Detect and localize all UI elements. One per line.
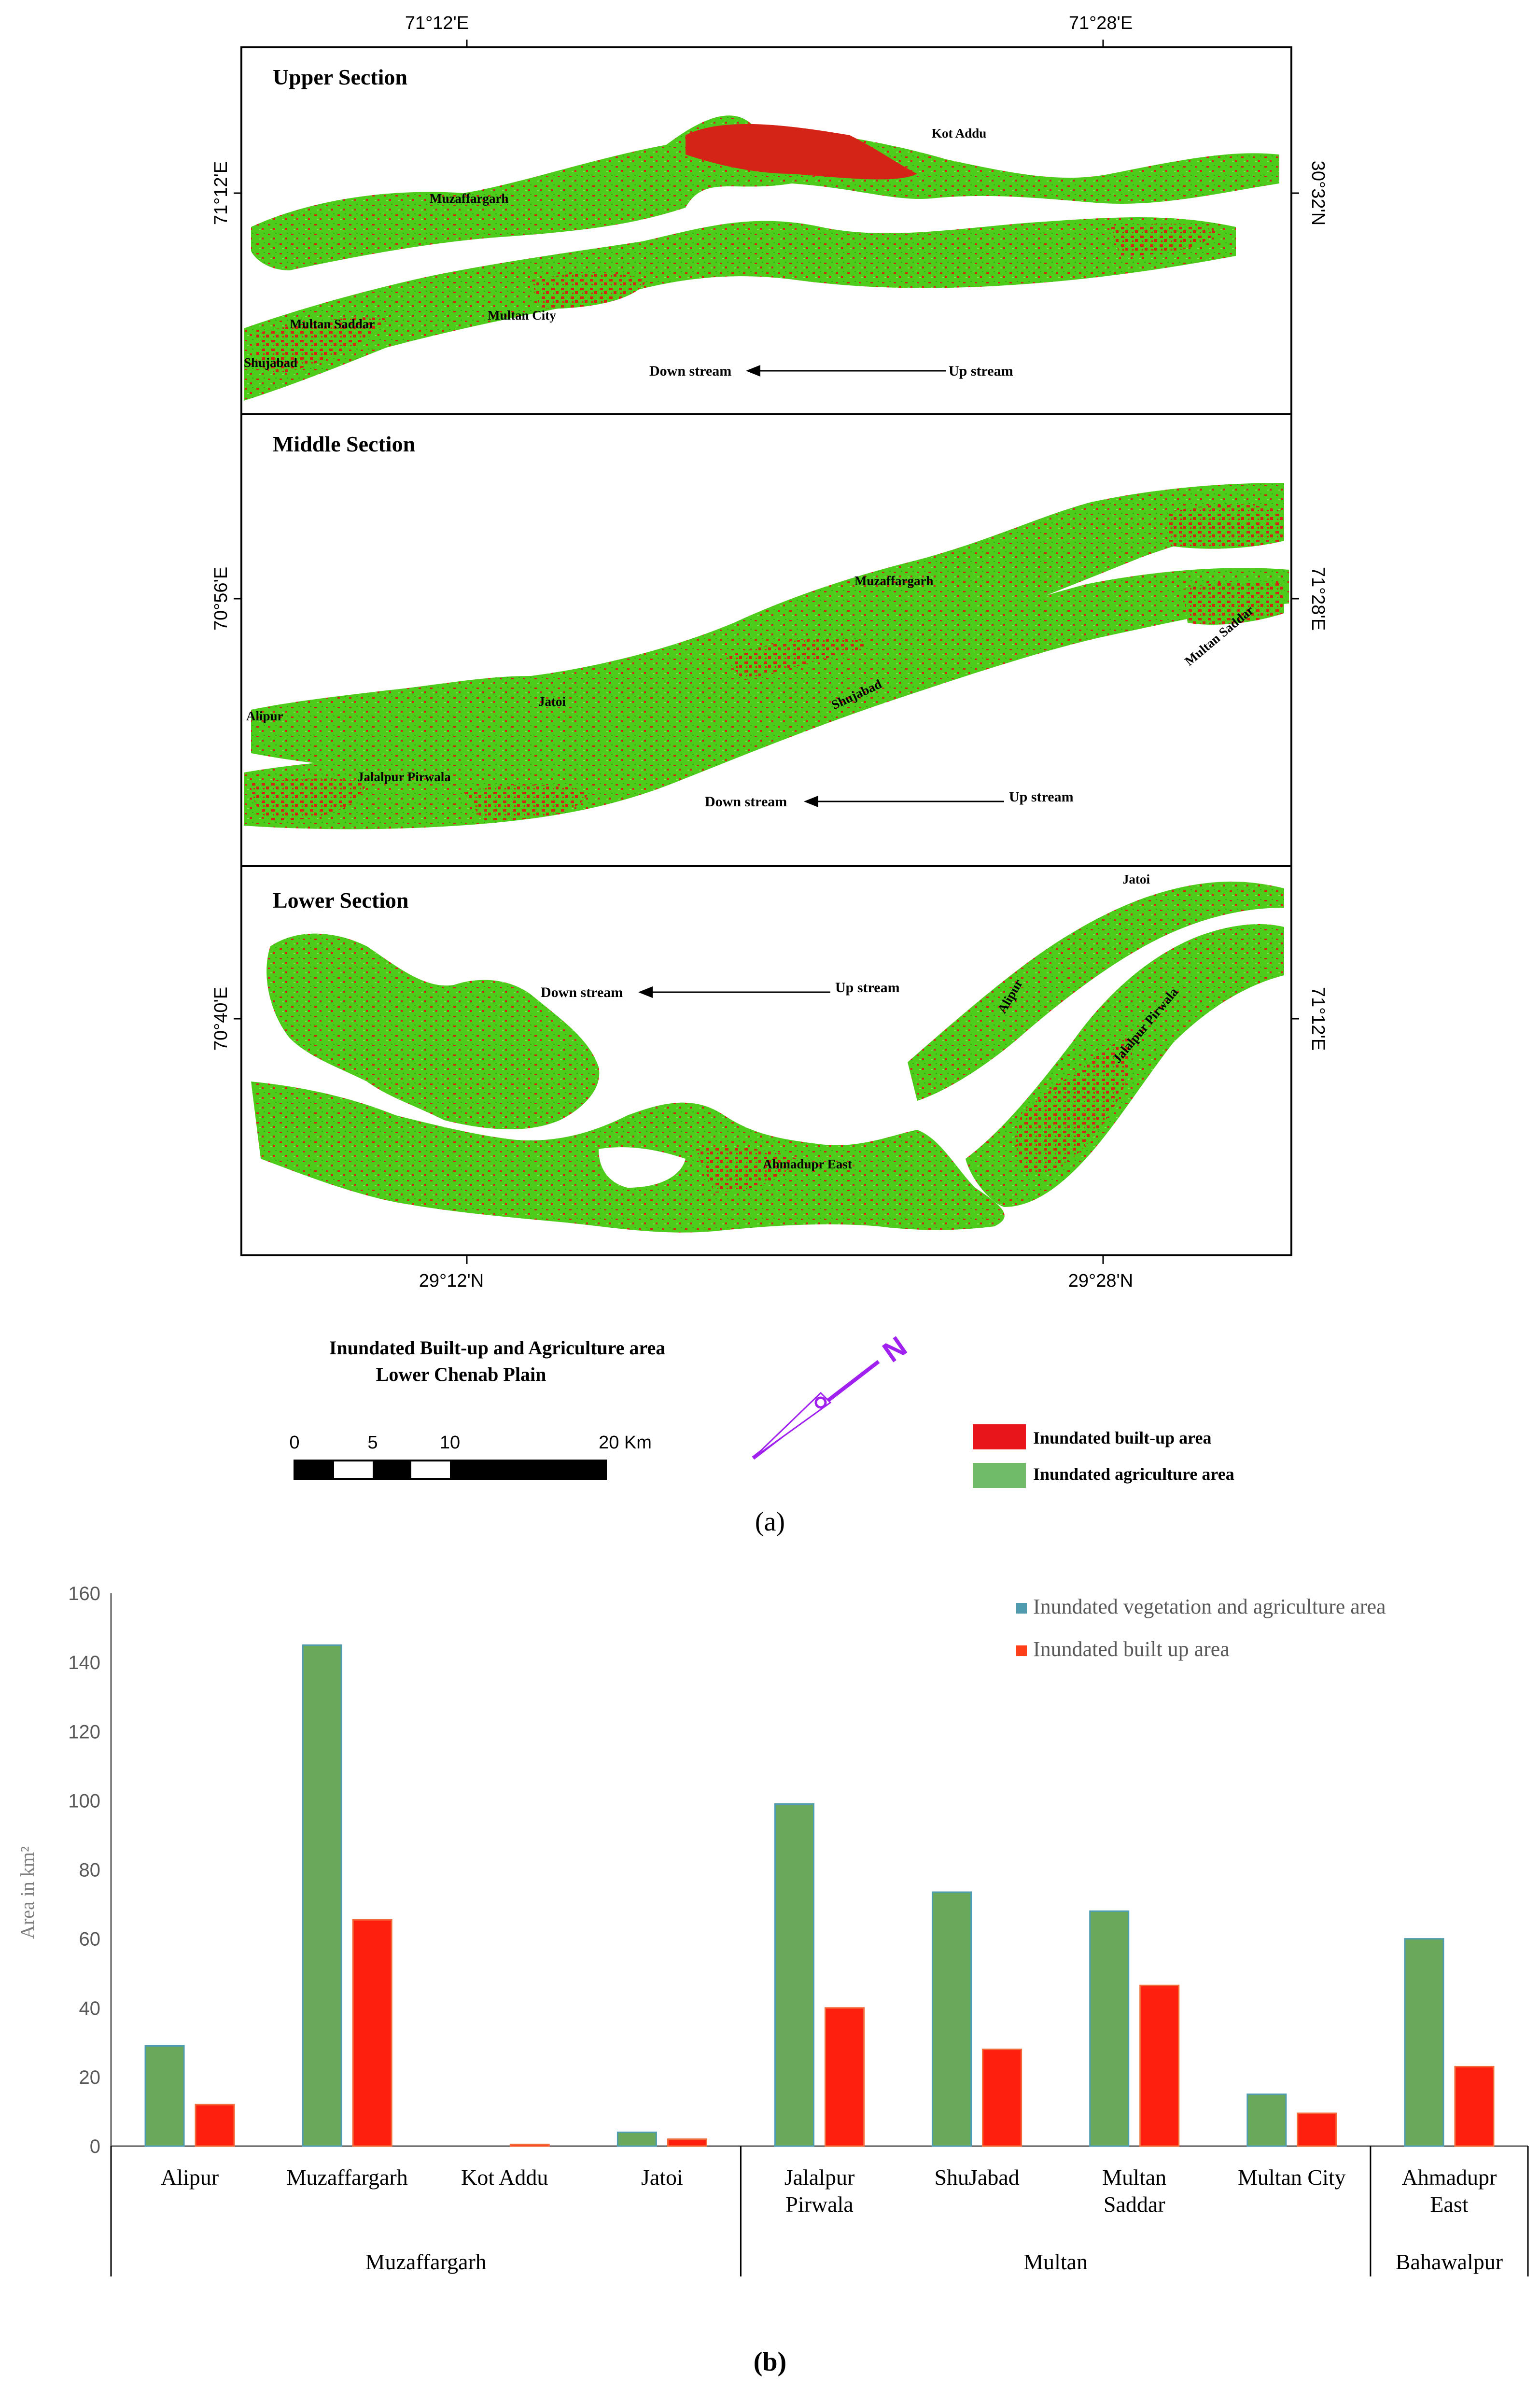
map-legend: Inundated built-up area Inundated agricu… [973, 1424, 1234, 1488]
x-category-label: Alipur [161, 2165, 219, 2190]
legend-label: Inundated built up area [1033, 1637, 1230, 1661]
town-label: Ahmadupr East [763, 1157, 852, 1171]
town-label: Jatoi [1122, 872, 1150, 886]
down-stream-label: Down stream [705, 794, 787, 810]
y-tick-label: 0 [90, 2136, 100, 2157]
y-tick-label: 100 [68, 1790, 100, 1812]
x-group-label: Multan [1023, 2249, 1088, 2274]
bar-agriculture [144, 2045, 185, 2147]
bar-builtup [1139, 1984, 1180, 2147]
y-tick-label: 120 [68, 1721, 100, 1742]
upper-section-title: Upper Section [273, 65, 407, 89]
x-category-label: Jalalpur [784, 2165, 855, 2190]
y-tick-label: 60 [79, 1929, 101, 1950]
x-category-label: Kot Addu [461, 2165, 548, 2190]
svg-text:0: 0 [289, 1433, 299, 1453]
upper-section-panel: Upper Section Kot Addu Muzaffargarh Mult… [211, 46, 1328, 415]
down-stream-label: Down stream [541, 984, 623, 1000]
x-category-label: Muzaffargarh [287, 2165, 408, 2190]
lower-section-title: Lower Section [273, 888, 409, 913]
down-stream-label: Down stream [649, 363, 731, 379]
town-label: Jatoi [538, 694, 566, 709]
bar-agriculture [302, 1644, 342, 2147]
x-category-label: Multan City [1238, 2165, 1346, 2190]
y-tick-label: 40 [79, 1998, 101, 2019]
town-label: Muzaffargarh [430, 191, 508, 206]
bar-chart: 0 20 40 60 80 100 120 140 160 Alipur Muzaffargarh K… [16, 1583, 1529, 2377]
top-coord-1: 71°12'E [405, 13, 469, 33]
x-category-label: Pirwala [785, 2192, 854, 2217]
x-category-label: Multan [1102, 2165, 1166, 2190]
up-stream-label: Up stream [1009, 789, 1074, 805]
top-coord-2: 71°28'E [1069, 13, 1133, 33]
lower-section-panel: Lower Section Jatoi Alipur Jalalpur Pirw… [211, 865, 1328, 1256]
right-coord: 71°28'E [1308, 567, 1328, 631]
x-group-label: Muzaffargarh [365, 2249, 487, 2274]
bar-agriculture [774, 1803, 814, 2147]
up-stream-label: Up stream [949, 363, 1013, 379]
svg-text:10: 10 [440, 1433, 460, 1453]
x-category-label: East [1430, 2192, 1468, 2217]
legend-swatch-agri [973, 1463, 1026, 1488]
up-stream-label: Up stream [835, 980, 900, 996]
right-coord: 71°12'E [1308, 987, 1328, 1051]
x-category-label: Jatoi [641, 2165, 683, 2190]
panel-label-b: (b) [754, 2347, 786, 2377]
right-coord: 30°32'N [1308, 161, 1328, 225]
town-label: Multan City [488, 308, 556, 323]
bar-agriculture [1404, 1938, 1444, 2147]
bar-builtup [667, 2138, 707, 2147]
svg-text:5: 5 [367, 1433, 378, 1453]
middle-section-title: Middle Section [273, 432, 415, 456]
left-coord: 70°40'E [211, 987, 231, 1051]
town-label: Kot Addu [932, 126, 986, 140]
legend-swatch [1016, 1645, 1027, 1656]
left-coord: 71°12'E [211, 161, 231, 225]
y-tick-label: 80 [79, 1860, 101, 1881]
bottom-coord-1: 29°12'N [419, 1271, 484, 1291]
legend-swatch [1016, 1603, 1027, 1614]
bar-builtup [982, 2049, 1022, 2147]
legend-swatch-builtup [973, 1424, 1026, 1449]
town-label: Jalalpur Pirwala [357, 770, 451, 784]
y-tick-label: 140 [68, 1652, 100, 1673]
legend-label: Inundated vegetation and agriculture are… [1033, 1595, 1386, 1618]
north-arrow-icon: N [752, 1330, 912, 1460]
bar-agriculture [932, 1891, 972, 2147]
legend-label: Inundated built-up area [1033, 1428, 1211, 1447]
middle-section-panel: Middle Section Muzaffargarh Multan Sadda… [211, 413, 1328, 867]
bar-builtup [825, 2007, 865, 2147]
x-category-label: Saddar [1104, 2192, 1165, 2217]
x-category-label: ShuJabad [934, 2165, 1019, 2190]
bar-builtup [1454, 2065, 1495, 2147]
bottom-coord-2: 29°28'N [1068, 1271, 1133, 1291]
bar-agriculture [616, 2131, 657, 2147]
north-label: N [877, 1330, 912, 1369]
y-tick-label: 160 [68, 1583, 100, 1604]
x-category-label: Ahmadupr [1402, 2165, 1497, 2190]
bar-builtup [1297, 2112, 1337, 2147]
panel-label-a: (a) [755, 1507, 785, 1537]
town-label: Shujabad [244, 355, 297, 370]
bar-agriculture [1246, 2093, 1287, 2147]
x-group-label: Bahawalpur [1396, 2249, 1503, 2274]
svg-text:20 Km: 20 Km [599, 1433, 652, 1453]
town-label: Alipur [246, 709, 283, 723]
legend-label: Inundated agriculture area [1033, 1464, 1234, 1484]
town-label: Multan Saddar [290, 317, 375, 331]
town-label: Muzaffargarh [854, 574, 933, 588]
y-tick-label: 20 [79, 2067, 101, 2088]
y-axis-label: Area in km² [16, 1846, 38, 1939]
bar-builtup [352, 1919, 392, 2147]
bar-builtup [509, 2143, 550, 2147]
map-title-line2: Lower Chenab Plain [376, 1363, 546, 1385]
scale-bar: 0 5 10 20 Km [289, 1433, 652, 1480]
bar-agriculture [1089, 1910, 1130, 2147]
map-title-line1: Inundated Built-up and Agriculture area [329, 1337, 665, 1359]
left-coord: 70°56'E [211, 567, 231, 631]
bar-builtup [195, 2104, 235, 2147]
inundation-map-figure: 71°12'E 71°28'E Upper Section Kot Addu M… [211, 13, 1328, 1537]
